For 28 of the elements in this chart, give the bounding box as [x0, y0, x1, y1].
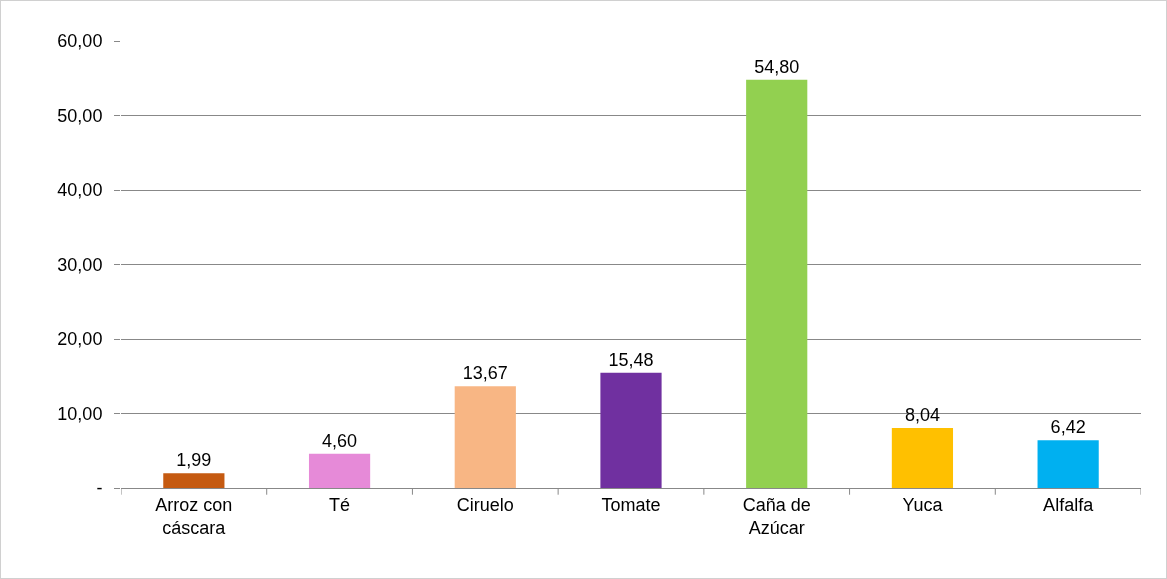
y-tick-label: - [96, 478, 103, 499]
y-tick-label: 30,00 [57, 254, 103, 275]
x-tick-label: Alfalfa [1043, 494, 1095, 515]
data-label: 1,99 [176, 450, 212, 471]
data-label: 13,67 [462, 363, 508, 384]
data-label: 54,80 [754, 56, 800, 77]
y-tick-label: 50,00 [57, 105, 103, 126]
data-label: 6,42 [1050, 417, 1086, 438]
y-tick-label: 20,00 [57, 329, 103, 350]
bar [600, 372, 662, 488]
bar [891, 428, 954, 488]
x-tick-label: Té [329, 494, 351, 515]
bar [1037, 440, 1099, 488]
data-label: 8,04 [904, 405, 940, 426]
bar [163, 473, 225, 488]
x-tick-label: Ciruelo [456, 494, 514, 515]
bar [308, 453, 371, 488]
data-label: 4,60 [322, 430, 358, 451]
data-label: 15,48 [608, 349, 654, 370]
bar [746, 79, 808, 488]
x-tick-label: Tomate [601, 494, 661, 515]
x-tick-label: Arroz con cáscara [155, 494, 233, 538]
y-tick-label: 10,00 [57, 403, 103, 424]
x-tick-label: Yuca [902, 494, 944, 515]
y-tick-label: 60,00 [57, 31, 103, 52]
x-tick-label: Caña de Azúcar [742, 494, 811, 538]
bar [454, 386, 516, 488]
y-tick-label: 40,00 [57, 180, 103, 201]
